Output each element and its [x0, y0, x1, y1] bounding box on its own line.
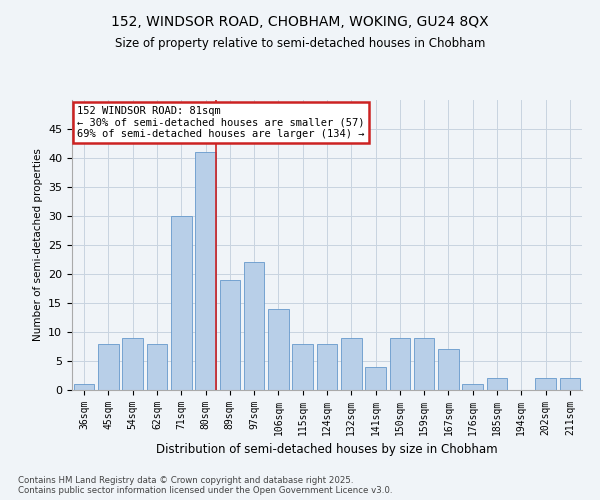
Bar — [535, 378, 556, 390]
Bar — [317, 344, 337, 390]
Bar — [268, 309, 289, 390]
Bar — [341, 338, 362, 390]
Bar — [98, 344, 119, 390]
Bar — [365, 367, 386, 390]
X-axis label: Distribution of semi-detached houses by size in Chobham: Distribution of semi-detached houses by … — [156, 444, 498, 456]
Bar — [171, 216, 191, 390]
Bar — [220, 280, 240, 390]
Bar — [414, 338, 434, 390]
Bar — [74, 384, 94, 390]
Bar — [195, 152, 216, 390]
Bar — [389, 338, 410, 390]
Text: 152 WINDSOR ROAD: 81sqm
← 30% of semi-detached houses are smaller (57)
69% of se: 152 WINDSOR ROAD: 81sqm ← 30% of semi-de… — [77, 106, 365, 139]
Bar — [292, 344, 313, 390]
Text: 152, WINDSOR ROAD, CHOBHAM, WOKING, GU24 8QX: 152, WINDSOR ROAD, CHOBHAM, WOKING, GU24… — [111, 15, 489, 29]
Text: Size of property relative to semi-detached houses in Chobham: Size of property relative to semi-detach… — [115, 38, 485, 51]
Y-axis label: Number of semi-detached properties: Number of semi-detached properties — [32, 148, 43, 342]
Bar — [146, 344, 167, 390]
Bar — [244, 262, 265, 390]
Bar — [438, 350, 459, 390]
Bar — [487, 378, 508, 390]
Bar — [463, 384, 483, 390]
Bar — [560, 378, 580, 390]
Bar — [122, 338, 143, 390]
Text: Contains HM Land Registry data © Crown copyright and database right 2025.
Contai: Contains HM Land Registry data © Crown c… — [18, 476, 392, 495]
